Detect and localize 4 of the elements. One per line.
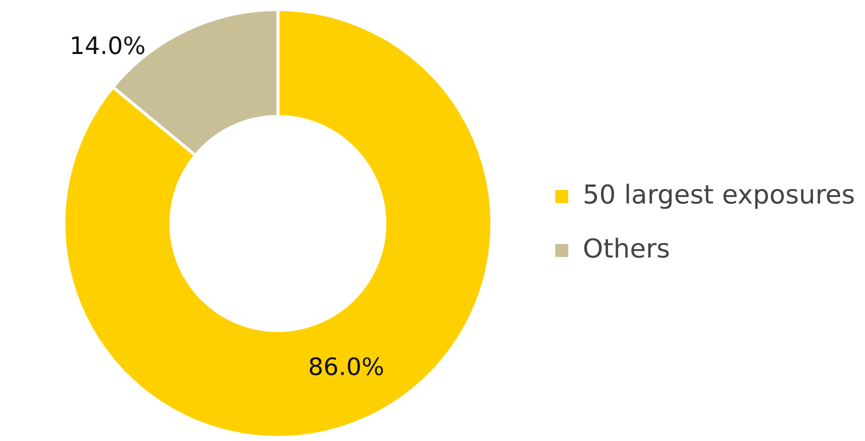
legend-label: 50 largest exposures [582,180,855,210]
data-label: 86.0% [308,352,384,381]
data-label: 14.0% [70,32,146,60]
legend-label: Others [582,234,670,264]
